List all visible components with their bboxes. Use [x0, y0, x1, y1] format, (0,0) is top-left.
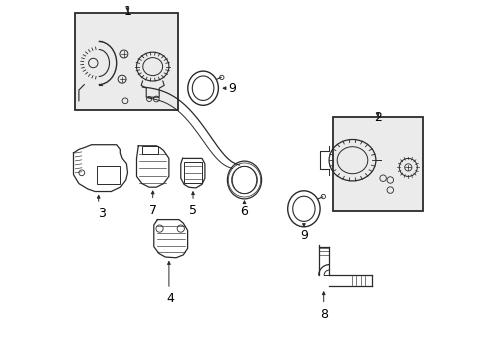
Text: 4: 4 [166, 292, 174, 305]
Text: 2: 2 [373, 111, 381, 124]
Polygon shape [181, 158, 204, 188]
Text: 9: 9 [299, 229, 307, 242]
Bar [332, 117, 422, 211]
Bar [97, 166, 120, 184]
Polygon shape [73, 145, 127, 192]
Text: 6: 6 [240, 205, 248, 218]
Text: 5: 5 [189, 204, 197, 217]
Text: 8: 8 [319, 308, 327, 321]
Ellipse shape [227, 161, 261, 199]
Ellipse shape [287, 191, 320, 227]
Text: 3: 3 [98, 207, 106, 220]
Text: 1: 1 [123, 5, 131, 18]
Text: 9: 9 [228, 82, 236, 95]
Ellipse shape [187, 71, 218, 105]
Bar [184, 162, 201, 183]
Text: 7: 7 [148, 204, 156, 217]
Bar [142, 146, 158, 154]
Bar [75, 13, 178, 110]
Polygon shape [153, 220, 187, 258]
Polygon shape [136, 146, 168, 187]
